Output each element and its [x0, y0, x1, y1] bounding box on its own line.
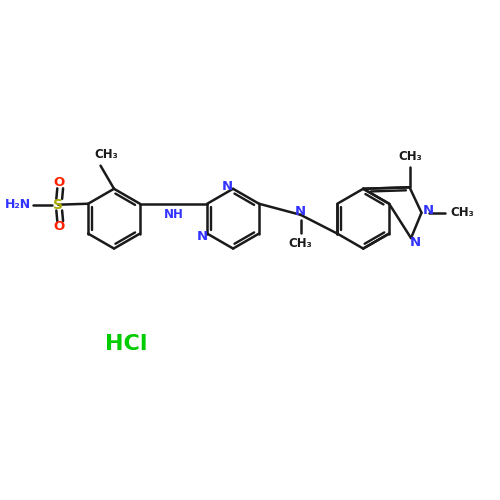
Text: H₂N: H₂N — [4, 198, 31, 211]
Text: NH: NH — [164, 208, 184, 221]
Text: O: O — [54, 176, 65, 189]
Text: CH₃: CH₃ — [398, 150, 422, 163]
Text: N: N — [197, 230, 208, 243]
Text: N: N — [422, 204, 434, 218]
Text: CH₃: CH₃ — [94, 148, 118, 162]
Text: N: N — [222, 180, 233, 194]
Text: HCl: HCl — [105, 334, 148, 354]
Text: S: S — [54, 198, 64, 211]
Text: CH₃: CH₃ — [450, 206, 474, 219]
Text: CH₃: CH₃ — [288, 238, 312, 250]
Text: N: N — [295, 206, 306, 218]
Text: N: N — [410, 236, 420, 250]
Text: O: O — [54, 220, 65, 234]
